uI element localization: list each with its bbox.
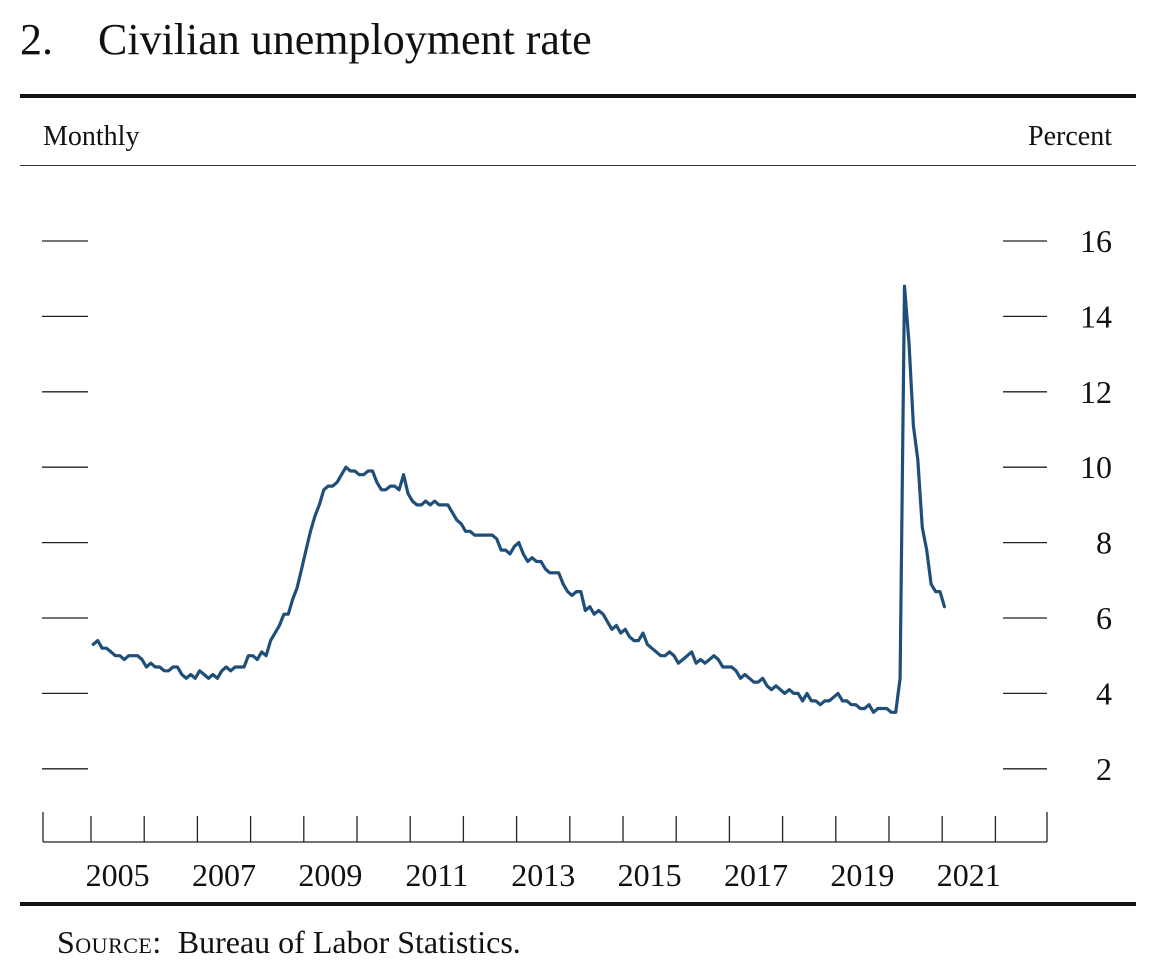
source-label: Source: xyxy=(57,924,162,960)
x-tick-label: 2021 xyxy=(937,857,1001,893)
header-divider xyxy=(20,165,1136,166)
x-tick-label: 2013 xyxy=(511,857,575,893)
unit-label: Percent xyxy=(1028,121,1112,152)
series-line-unemployment xyxy=(91,284,947,714)
y-tick-label: 10 xyxy=(1080,449,1112,485)
source-note: Source: Bureau of Labor Statistics. xyxy=(57,922,521,962)
chart-title-text: Civilian unemployment rate xyxy=(98,15,592,64)
y-tick-label: 4 xyxy=(1096,675,1112,711)
x-tick-label: 2015 xyxy=(618,857,682,893)
x-tick-label: 2005 xyxy=(86,857,150,893)
y-tick-label: 12 xyxy=(1080,374,1112,410)
y-tick-label: 2 xyxy=(1096,751,1112,787)
chart-number: 2. xyxy=(20,15,53,64)
y-tick-label: 6 xyxy=(1096,600,1112,636)
y-tick-label: 8 xyxy=(1096,525,1112,561)
y-tick-label: 14 xyxy=(1080,298,1112,334)
x-tick-label: 2017 xyxy=(724,857,788,893)
source-text: Bureau of Labor Statistics. xyxy=(177,924,521,960)
top-rule xyxy=(20,94,1136,98)
x-tick-label: 2007 xyxy=(192,857,256,893)
bottom-rule xyxy=(20,902,1136,906)
x-tick-label: 2009 xyxy=(298,857,362,893)
chart-title: 2. Civilian unemployment rate xyxy=(20,14,592,66)
y-tick-label: 16 xyxy=(1080,223,1112,259)
x-tick-label: 2019 xyxy=(830,857,894,893)
frequency-label: Monthly xyxy=(43,121,140,152)
x-tick-label: 2011 xyxy=(405,857,468,893)
